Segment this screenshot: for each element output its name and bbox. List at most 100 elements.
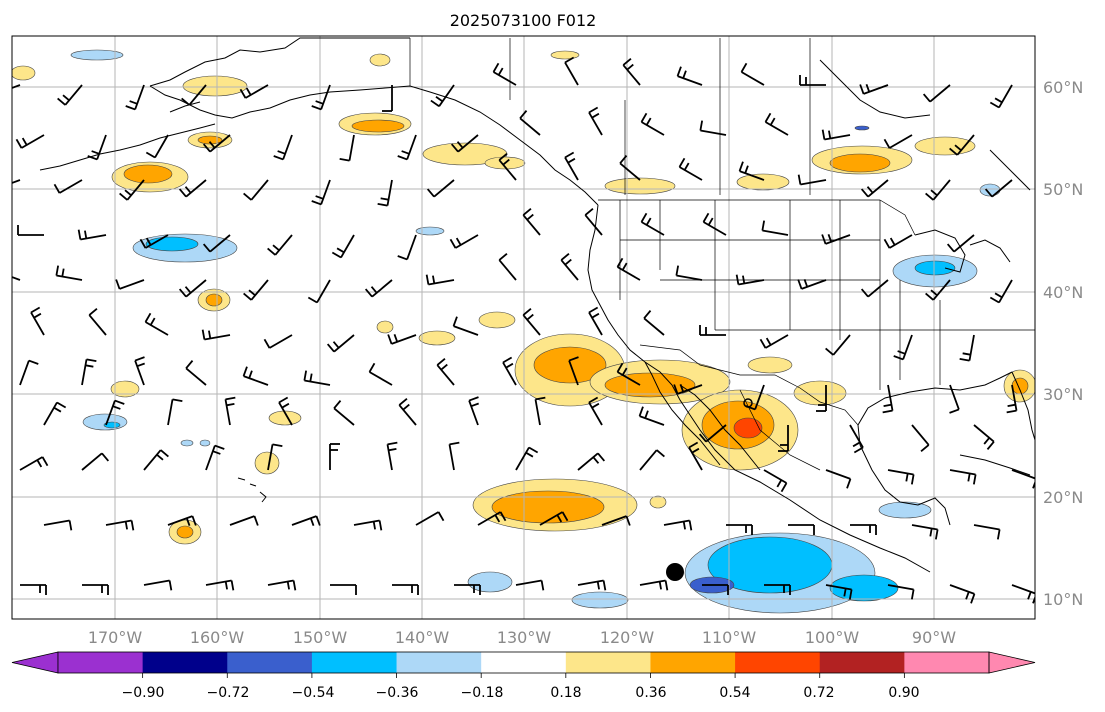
wind-barb [673,384,703,395]
wind-barb [821,234,851,245]
shaded-contour-region [415,226,445,236]
colorbar-label-072: 0.72 [803,685,834,701]
shaded-contour-region [418,330,456,346]
wind-barb [105,399,125,426]
wind-barb [415,511,445,526]
wind-barb [339,134,355,162]
wind-barb [638,406,665,426]
wind-barb [859,84,889,95]
lon-label-130w: 130°W [497,628,552,647]
wind-barb [202,234,231,253]
wind-barb [639,579,669,591]
wind-barb [519,110,541,136]
wind-barb [449,234,479,249]
wind-barb [622,57,641,86]
wind-barb [19,359,39,386]
wind-barb [19,456,49,471]
wind-barb [883,234,913,249]
wind-barb [949,584,976,604]
shaded-contour-region [351,119,405,133]
colorbar-label-neg036: −0.36 [376,685,419,701]
wind-barb [676,66,703,86]
shaded-contour-region [180,439,194,447]
lat-label-30n: 30°N [1043,385,1083,404]
wind-barb [740,62,765,86]
shaded-contour-region [176,525,194,539]
small-station-marker [743,398,753,408]
colorbar-label-neg054: −0.54 [292,685,335,701]
colorbar-swatch [565,652,651,673]
wind-barb [12,179,21,184]
latitude-labels: 60°N 50°N 40°N 30°N 20°N 10°N [1043,78,1083,609]
wind-barb [82,584,109,595]
longitude-labels: 170°W 160°W 150°W 140°W 130°W 120°W 110°… [88,628,956,647]
wind-barb [143,449,169,471]
colorbar-extend-low [11,651,59,674]
wind-barb [799,75,826,86]
wind-barb [43,519,73,531]
shaded-contour-region [197,135,223,145]
wind-barb [12,84,21,89]
wind-barb [699,120,727,136]
colorbar-label-018: 0.18 [550,685,581,701]
wind-barb [143,579,173,591]
wind-barb [81,358,97,386]
wind-barb [224,396,236,426]
wind-barb [640,212,665,236]
wind-barb [229,515,259,526]
lat-label-50n: 50°N [1043,180,1083,199]
colorbar-label-036: 0.36 [635,685,666,701]
wind-barb [949,134,975,156]
colorbar-label-090: 0.90 [888,685,919,701]
wind-barb [57,84,83,106]
wind-barb [973,524,1001,540]
shaded-contour-region [649,495,667,509]
shaded-contour-region [123,164,173,184]
wind-barb [492,62,517,86]
wind-barb [887,469,915,485]
wind-barb [588,306,603,336]
wind-barb [20,584,47,595]
wind-barb [397,234,417,261]
wind-barb [239,84,269,99]
shaded-contour-region [199,439,211,447]
wind-barb [278,396,293,426]
wind-barb [105,519,135,531]
wind-barb [883,134,913,149]
shaded-contour-region [82,413,128,431]
wind-barb [564,56,579,86]
wind-barb [426,179,455,198]
wind-barb [181,84,207,106]
shaded-contour-region [70,49,124,61]
wind-barb [973,424,995,450]
lon-label-160w: 160°W [190,628,245,647]
wind-barb [307,279,331,304]
wind-barb [55,265,83,281]
wind-barb [761,220,789,236]
wind-barb [436,357,455,386]
wind-barb [893,334,913,361]
wind-barb [498,152,517,181]
wind-barb [639,449,665,471]
wind-barb [949,469,977,485]
wind-barb [619,155,641,181]
colorbar-swatch [735,652,821,673]
wind-barb [922,84,951,103]
colorbar-tick-labels: −0.90 −0.72 −0.54 −0.36 −0.18 0.18 0.36 … [122,685,920,701]
colorbar-swatch [650,652,736,673]
wind-barb [77,229,107,241]
wind-barb [825,469,852,489]
wind-barb [911,424,930,453]
lon-label-120w: 120°W [600,628,655,647]
wind-barb [178,279,207,298]
wind-barb [925,179,951,201]
wind-barb [534,396,546,426]
wind-barb [81,452,110,471]
colorbar-label-neg018: −0.18 [461,685,504,701]
wind-barb [797,279,827,290]
wind-barb [515,446,539,471]
wind-barb [144,312,169,336]
wind-barb [450,134,479,153]
wind-barb [564,151,579,181]
wind-barb [134,356,145,386]
